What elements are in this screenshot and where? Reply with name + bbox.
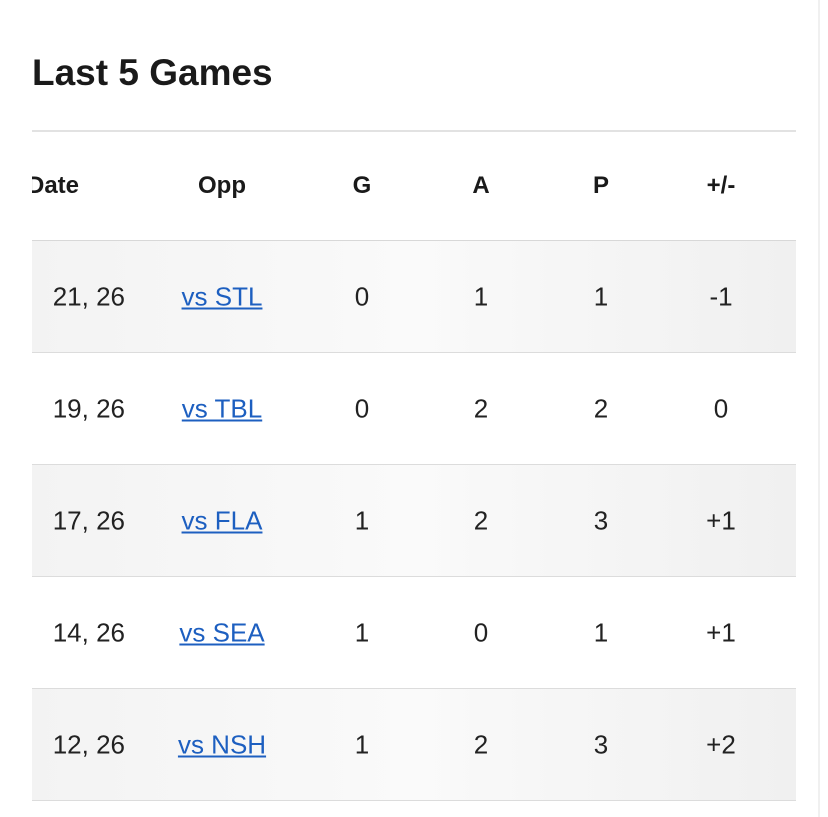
scroll-edge: [818, 0, 820, 817]
points-cell: 2: [593, 393, 609, 423]
plus-minus-cell: +2: [706, 729, 736, 759]
column-header: G: [352, 172, 372, 199]
column-header: A: [472, 172, 490, 199]
column-header: Opp: [198, 172, 246, 199]
goals-cell: 1: [354, 729, 370, 759]
section-title: Last 5 Games: [32, 52, 273, 93]
assists-cell: 2: [473, 729, 489, 759]
goals-cell: 1: [354, 505, 370, 535]
points-cell: 3: [593, 505, 609, 535]
opponent-cell[interactable]: vs SEA: [179, 617, 265, 647]
points-cell: 3: [593, 729, 609, 759]
assists-cell: 2: [473, 505, 489, 535]
column-header: +/-: [706, 172, 736, 199]
goals-cell: 1: [354, 617, 370, 647]
goals-cell: 0: [354, 281, 370, 311]
game-row: 21, 26 vs STL 0 1 1 -1: [32, 241, 796, 353]
date-cell: 17, 26: [52, 505, 125, 535]
game-row: 12, 26 vs NSH 1 2 3 +2: [32, 689, 796, 801]
divider: [32, 130, 796, 132]
date-cell: 12, 26: [52, 729, 125, 759]
assists-cell: 2: [473, 393, 489, 423]
plus-minus-cell: +1: [706, 617, 736, 647]
opponent-cell[interactable]: vs FLA: [181, 505, 263, 535]
points-cell: 1: [593, 617, 609, 647]
game-row: 17, 26 vs FLA 1 2 3 +1: [32, 465, 796, 577]
game-row: 19, 26 vs TBL 0 2 2 0: [32, 353, 796, 465]
opponent-cell[interactable]: vs NSH: [177, 729, 267, 759]
assists-cell: 0: [473, 617, 489, 647]
header-row: Date Opp G A P +/-: [32, 132, 796, 241]
date-cell: 19, 26: [52, 393, 125, 423]
opponent-cell[interactable]: vs TBL: [181, 393, 263, 423]
opponent-cell[interactable]: vs STL: [181, 281, 263, 311]
stats-table: Date Opp G A P +/- 21, 26 vs STL 0 1 1 -1 19, 26 vs T…: [32, 132, 796, 802]
plus-minus-cell: 0: [713, 393, 729, 423]
date-cell: 21, 26: [52, 281, 125, 311]
plus-minus-cell: +1: [706, 505, 736, 535]
goals-cell: 0: [354, 393, 370, 423]
game-row: 14, 26 vs SEA 1 0 1 +1: [32, 577, 796, 689]
column-header: Date: [32, 172, 80, 199]
points-cell: 1: [593, 281, 609, 311]
date-cell: 14, 26: [52, 617, 125, 647]
assists-cell: 1: [473, 281, 489, 311]
column-header: P: [592, 172, 610, 199]
plus-minus-cell: -1: [709, 281, 733, 311]
